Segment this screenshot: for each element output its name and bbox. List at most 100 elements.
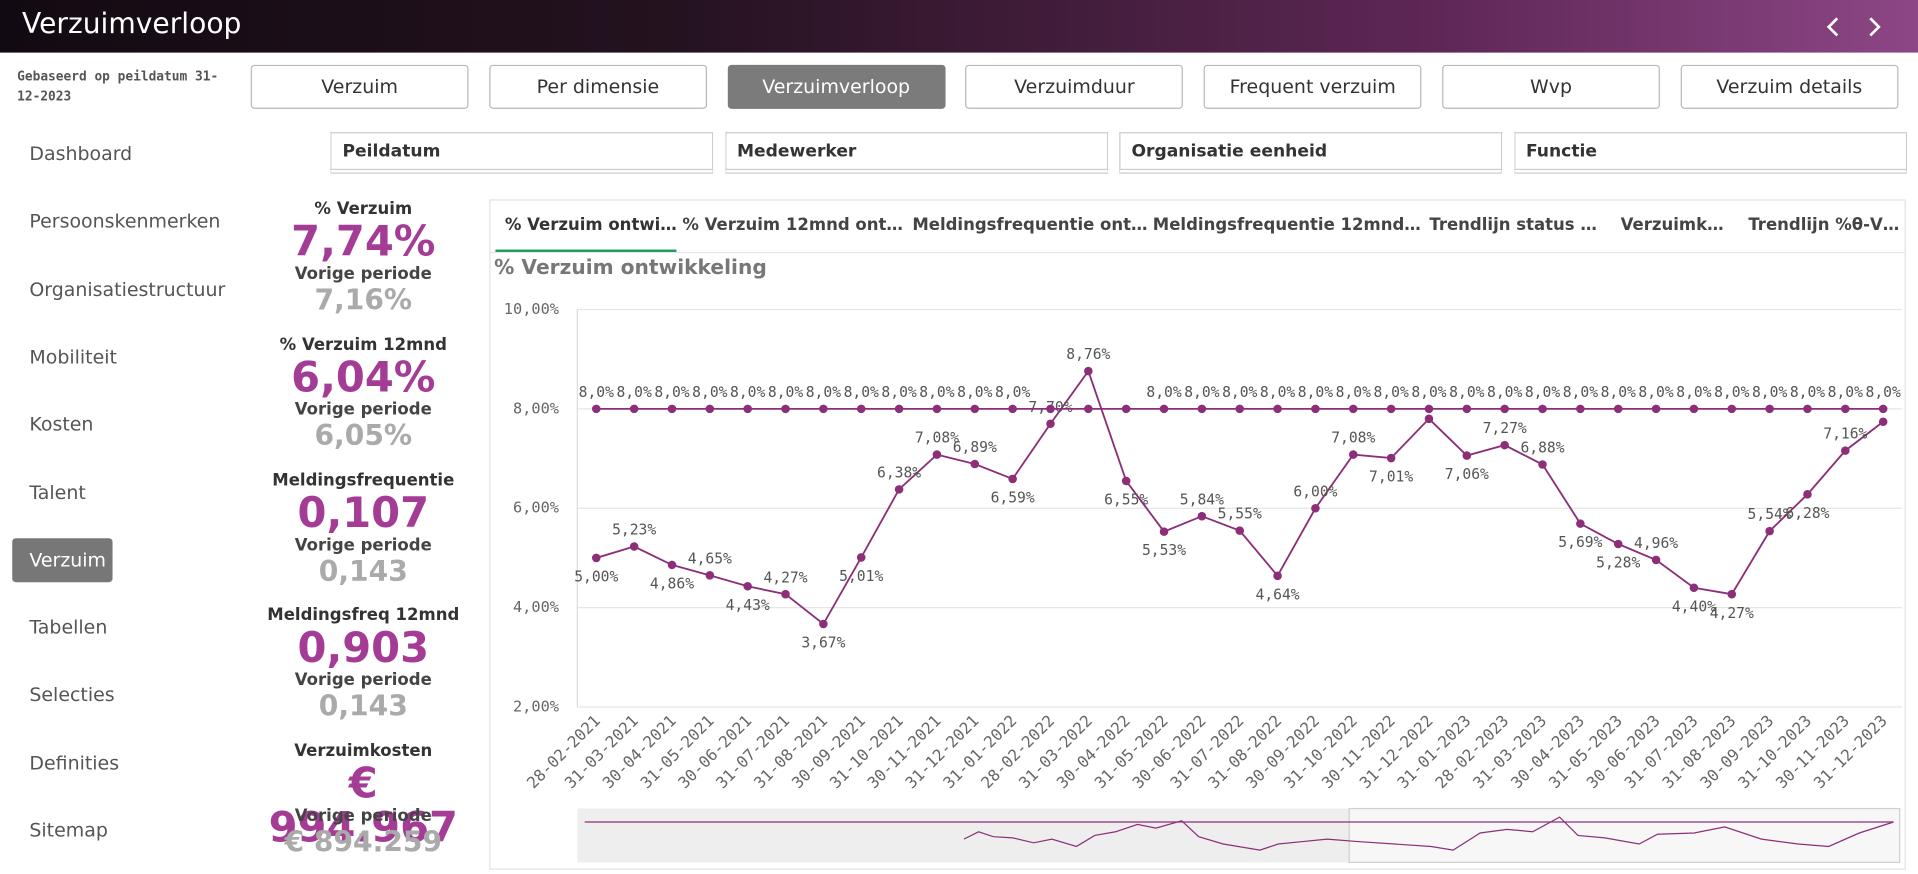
- data-label: 6,88%: [1520, 440, 1564, 457]
- data-label: 6,89%: [953, 439, 997, 456]
- point: [1348, 404, 1358, 414]
- kpi-block: Meldingsfreq 12mnd 0,903 Vorige periode 0,1…: [259, 606, 467, 723]
- nav-tab[interactable]: Per dimensie: [489, 64, 707, 109]
- point: [1121, 476, 1131, 486]
- filter-box[interactable]: Peildatum: [330, 132, 714, 174]
- nav-tab[interactable]: Verzuim: [250, 64, 469, 109]
- point: [1576, 519, 1585, 528]
- kpi-previous-label: Vorige periode: [294, 264, 432, 284]
- chart-tab[interactable]: Verzuimk…: [1620, 215, 1724, 235]
- point: [705, 404, 715, 414]
- sidebar-item[interactable]: Definities: [29, 751, 120, 774]
- point: [629, 542, 639, 551]
- nav-tab[interactable]: Wvp: [1442, 64, 1660, 109]
- point: [856, 404, 866, 414]
- chart-panel: [489, 199, 1906, 870]
- point: [1159, 527, 1169, 536]
- data-label: 4,96%: [1634, 535, 1678, 552]
- chart-title: % Verzuim ontwikkeling: [494, 255, 767, 279]
- data-label: 8,0%: [957, 384, 992, 401]
- data-label: 5,01%: [839, 568, 883, 585]
- data-label: 8,0%: [1184, 384, 1219, 401]
- data-label: 8,0%: [881, 384, 916, 401]
- filter-box[interactable]: Medewerker: [724, 132, 1108, 174]
- kpi-previous-label: Vorige periode: [294, 670, 432, 691]
- sidebar-item[interactable]: Talent: [29, 481, 86, 504]
- sidebar-item[interactable]: Tabellen: [29, 616, 108, 639]
- point: [629, 404, 639, 414]
- next-arrow[interactable]: [1869, 17, 1881, 37]
- point: [1462, 404, 1472, 414]
- data-label: 7,08%: [915, 430, 959, 447]
- data-label: 5,54%: [1748, 506, 1792, 523]
- kpi-value: 0,107: [297, 488, 430, 538]
- minimap-window[interactable]: [1348, 807, 1901, 863]
- filter-box[interactable]: Organisatie eenheid: [1119, 132, 1503, 174]
- sidebar-item[interactable]: Sitemap: [29, 819, 108, 842]
- chart-tab[interactable]: % Verzuim 12mnd ont…: [682, 215, 903, 235]
- data-label: 5,84%: [1180, 491, 1224, 508]
- point: [856, 553, 866, 562]
- data-label: 7,06%: [1445, 466, 1489, 483]
- point: [1008, 404, 1017, 414]
- data-label: 8,0%: [1752, 384, 1787, 401]
- data-label: 8,0%: [844, 384, 879, 401]
- sidebar-item[interactable]: Organisatiestructuur: [29, 278, 226, 301]
- filter-box[interactable]: Functie: [1513, 132, 1907, 174]
- nav-arrows[interactable]: [1820, 15, 1893, 39]
- data-label: 6,59%: [991, 489, 1035, 506]
- data-label: 8,0%: [692, 384, 727, 401]
- data-label: 5,53%: [1142, 542, 1186, 559]
- data-label: 4,27%: [763, 569, 807, 586]
- prev-arrow[interactable]: [1826, 17, 1839, 37]
- point: [1651, 404, 1661, 414]
- data-label: 6,28%: [1785, 505, 1829, 522]
- data-label: 8,0%: [1298, 384, 1333, 401]
- point: [1765, 404, 1774, 414]
- kpi-label: % Verzuim: [314, 199, 413, 219]
- point: [1273, 404, 1282, 414]
- point: [1727, 589, 1737, 599]
- point: [1538, 404, 1547, 414]
- point: [1803, 404, 1812, 414]
- chart-tab[interactable]: Trendlijn %θ-V…: [1748, 215, 1900, 235]
- nav-tab[interactable]: Verzuimduur: [965, 64, 1184, 109]
- data-label: 7,01%: [1369, 469, 1413, 486]
- nav-tab[interactable]: Frequent verzuim: [1203, 64, 1422, 109]
- data-label: 8,0%: [919, 384, 954, 401]
- chart-tab[interactable]: Meldingsfrequentie ont…: [912, 215, 1148, 235]
- y-tick-label: 6,00%: [513, 499, 559, 517]
- data-label: 7,16%: [1823, 426, 1867, 443]
- sidebar-item[interactable]: Verzuim: [12, 537, 113, 582]
- point: [1841, 446, 1850, 455]
- data-label: 8,0%: [1336, 384, 1371, 401]
- data-label: 8,0%: [1449, 384, 1484, 401]
- point: [970, 404, 980, 414]
- sidebar-item[interactable]: Kosten: [29, 413, 94, 436]
- nav-tab[interactable]: Verzuim details: [1680, 64, 1899, 109]
- sidebar-item[interactable]: Mobiliteit: [29, 346, 117, 369]
- point: [1046, 404, 1055, 414]
- data-label: 8,0%: [1260, 384, 1295, 401]
- tab-separator: [490, 251, 1905, 254]
- chart-tab[interactable]: % Verzuim ontwi…: [504, 215, 677, 235]
- sidebar-item[interactable]: Dashboard: [29, 143, 133, 166]
- kpi-previous-value: € 894.259: [284, 827, 443, 859]
- data-label: 8,0%: [995, 384, 1030, 401]
- chart-tab[interactable]: Trendlijn status …: [1429, 215, 1597, 235]
- sidebar-item[interactable]: Selecties: [29, 684, 115, 707]
- data-label: 5,23%: [612, 522, 656, 539]
- sidebar-item[interactable]: Persoonskenmerken: [29, 210, 221, 233]
- point: [1613, 539, 1623, 549]
- point: [819, 404, 828, 414]
- kpi-previous-label: Vorige periode: [294, 399, 432, 420]
- point: [1424, 414, 1434, 424]
- point: [1046, 419, 1055, 429]
- kpi-value: 0,903: [297, 624, 430, 674]
- kpi-block: % Verzuim 12mnd 6,04% Vorige periode 6,05%: [259, 335, 467, 452]
- point: [705, 571, 715, 580]
- point: [1576, 404, 1585, 414]
- nav-tab[interactable]: Verzuimverloop: [727, 64, 946, 109]
- chart-tab[interactable]: Meldingsfrequentie 12mnd…: [1152, 215, 1421, 235]
